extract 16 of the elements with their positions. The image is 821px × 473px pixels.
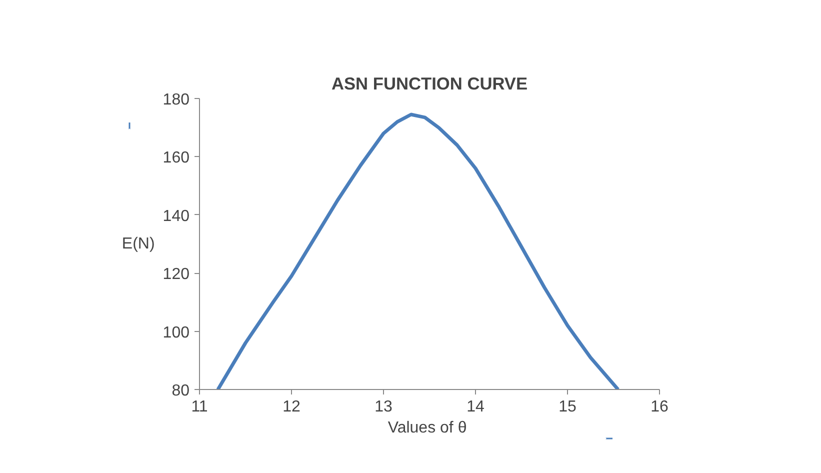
x-tick-label: 15 bbox=[558, 398, 576, 416]
line-series bbox=[216, 112, 620, 390]
x-tick-label: 16 bbox=[650, 398, 668, 416]
x-axis-title: Values of θ bbox=[388, 420, 467, 436]
y-tick-label: 100 bbox=[162, 324, 190, 342]
y-tick-label: 80 bbox=[172, 382, 190, 400]
chart-title: ASN FUNCTION CURVE bbox=[331, 74, 528, 94]
y-axis-title: E(N) bbox=[122, 236, 155, 252]
x-tick-label: 12 bbox=[282, 398, 300, 416]
y-tick-label: 160 bbox=[162, 150, 190, 167]
x-tick-label: 13 bbox=[374, 398, 392, 416]
x-tick-label: 14 bbox=[466, 398, 484, 416]
x-tick-label: 11 bbox=[191, 398, 208, 416]
y-tick-label: 180 bbox=[162, 92, 190, 108]
y-tick-label: 140 bbox=[162, 208, 190, 225]
y-tick-label: 120 bbox=[162, 266, 190, 284]
